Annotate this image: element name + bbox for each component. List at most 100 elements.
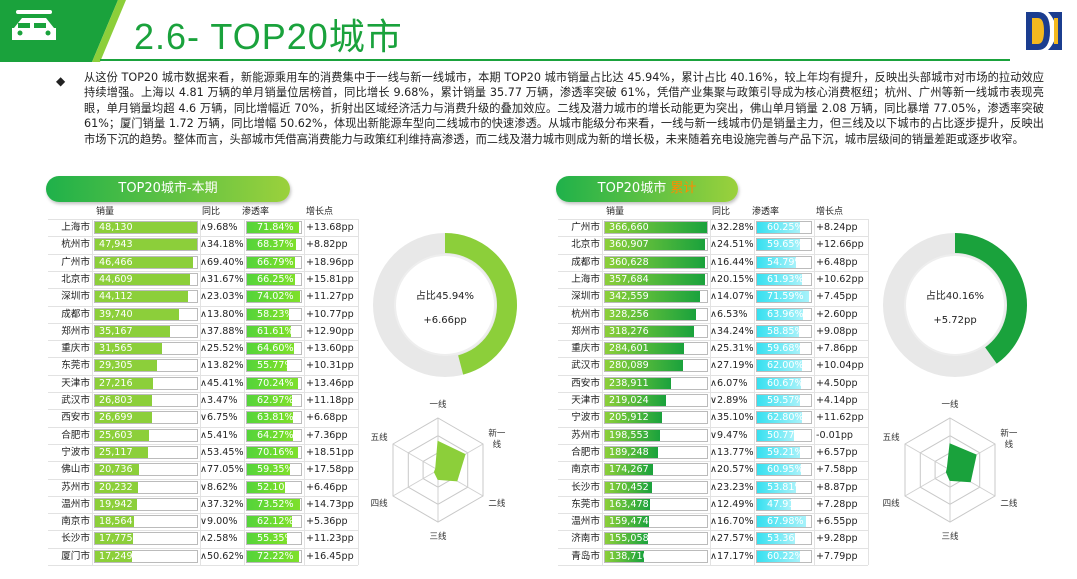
sales-value: 366,660 [609,222,649,233]
sales-bar-fill [605,429,661,441]
penetration-value: 60.67% [767,377,804,389]
radar-axis-label: 线 [1005,439,1014,450]
donut-share-label: 占比40.16% [926,289,984,302]
penetration-bar: 62.12% [246,515,302,529]
sales-value: 20,736 [99,464,133,476]
penetration-bar: 64.27% [246,428,302,442]
penetration-fill [757,550,801,562]
city-name: 武汉市 [571,360,600,372]
table-row: 合肥市 189,248 ∧13.77% 59.21% +6.57pp [558,444,868,461]
penetration-fill [247,412,293,424]
sales-value: 20,232 [99,481,133,493]
sales-value: 19,942 [99,498,133,510]
sales-bar: 27,216 [94,376,198,390]
sales-bar: 18,564 [94,515,198,529]
penetration-value: 63.96% [767,308,804,320]
sales-bar: 25,603 [94,428,198,442]
penetration-fill [757,481,796,493]
sales-value: 17,775 [99,533,133,545]
yoy-value: ∧37.32% [200,498,244,510]
penetration-bar: 60.95% [756,463,812,477]
current-share-donut: 占比45.94% +6.66pp [373,233,517,377]
grid-divider [358,219,359,565]
table-row: 重庆市 284,601 ∧25.31% 59.68% +7.86pp [558,340,868,357]
penetration-value: 64.60% [257,343,294,355]
grid-divider [244,219,245,565]
city-name: 郑州市 [571,325,600,337]
sales-bar: 44,609 [94,272,198,286]
sales-bar: 31,565 [94,342,198,356]
penetration-fill [757,377,801,389]
column-header-yoy: 同比 [202,207,221,217]
summary-paragraph: 从这份 TOP20 城市数据来看，新能源乘用车的消费集中于一线与新一线城市，本期… [84,71,1044,146]
sales-value: 35,167 [99,325,133,337]
penetration-fill [757,395,800,406]
sales-bar-fill [605,464,654,476]
sales-value: 163,478 [609,498,649,510]
city-name: 宁波市 [571,412,600,424]
sales-bar: 20,232 [94,480,198,494]
city-name: 郑州市 [61,325,90,337]
growth-point: +5.36pp [306,516,348,528]
sales-bar: 360,907 [604,238,708,252]
sales-bar: 159,474 [604,515,708,529]
sales-bar: 26,699 [94,411,198,425]
yoy-value: ∧25.52% [200,343,244,355]
city-name: 南京市 [61,516,90,528]
yoy-value: ∧50.62% [200,550,244,562]
current-period-title: TOP20城市-本期 [46,176,290,202]
sales-value: 25,117 [99,446,133,458]
sales-bar-fill [605,481,653,493]
yoy-value: ∧3.47% [200,395,238,406]
table-row: 西安市 26,699 ∨6.75% 63.81% +6.68pp [48,409,358,426]
sales-bar: 189,248 [604,445,708,459]
sales-bar-fill [605,273,705,285]
radar-spoke [392,469,439,497]
yoy-value: ∧35.10% [710,412,754,424]
penetration-fill [757,464,801,476]
radar-axis-label: 四线 [883,498,901,509]
sales-value: 170,452 [609,481,649,493]
grid-line [558,288,868,290]
yoy-value: ∧16.44% [710,256,754,268]
penetration-fill [757,308,804,320]
penetration-bar: 50.77% [756,428,812,442]
sales-value: 238,911 [609,377,649,389]
table-row: 天津市 219,024 ∨2.89% 59.57% +4.14pp [558,392,868,409]
sales-bar-fill [95,498,138,510]
table-row: 宁波市 205,912 ∧35.10% 62.80% +11.62pp [558,409,868,426]
donut-share-label: 占比45.94% [416,289,474,302]
growth-point: +10.77pp [306,308,354,320]
growth-point: -0.01pp [816,429,854,441]
table-row: 广州市 366,660 ∧32.28% 60.25% +8.24pp [558,219,868,236]
yoy-value: ∨8.62% [200,481,238,493]
sales-bar-fill [95,464,139,476]
penetration-bar: 71.59% [756,290,812,304]
sales-bar-fill [95,325,170,337]
penetration-bar: 59.57% [756,394,812,407]
penetration-fill [757,412,803,424]
sales-bar-fill [605,516,650,528]
city-name: 成都市 [571,256,600,268]
city-name: 宁波市 [61,446,90,458]
sales-bar: 29,305 [94,359,198,373]
penetration-fill [757,429,794,441]
cumulative-title-text: TOP20城市 [597,181,667,196]
yoy-value: ∨2.89% [710,395,748,406]
growth-point: +4.14pp [816,395,858,406]
table-row: 北京市 360,907 ∧24.51% 59.65% +12.66pp [558,236,868,253]
sales-bar-fill [95,222,197,233]
yoy-value: ∨9.00% [200,516,238,528]
sales-bar: 238,911 [604,376,708,390]
sales-value: 46,466 [99,256,133,268]
penetration-bar: 58.23% [246,307,302,321]
sales-bar: 219,024 [604,394,708,407]
penetration-fill [757,446,800,458]
sales-bar: 155,058 [604,532,708,546]
radar-axis-label: 线 [493,439,502,450]
penetration-value: 62.12% [257,516,294,528]
radar-axis-label: 五线 [371,432,389,443]
donut-hole [904,254,1006,356]
sales-bar: 357,684 [604,272,708,286]
penetration-fill [247,395,293,406]
